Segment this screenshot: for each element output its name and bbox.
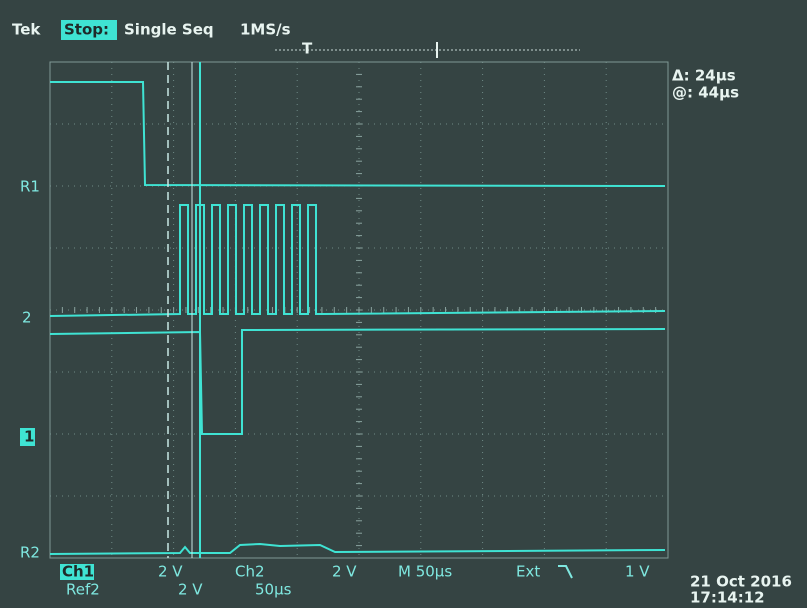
- footer-ref2: Ref2: [66, 581, 100, 599]
- footer-ch1-scale: 2 V: [158, 563, 183, 581]
- brand: Tek: [12, 21, 41, 39]
- footer-ch1: Ch1: [62, 563, 94, 581]
- trigger-marker: T: [302, 40, 313, 58]
- acquisition-mode: Single Seq: [124, 21, 214, 39]
- ch1-marker: 1: [24, 428, 34, 446]
- footer-trigger-level: 1 V: [625, 563, 650, 581]
- status: Stop:: [64, 21, 109, 39]
- footer-ref2-time: 50µs: [255, 581, 292, 599]
- scope-screen: Tek Stop: Single Seq 1MS/s T Δ: 24µs @: …: [0, 0, 807, 608]
- ref2-marker: R2: [20, 544, 40, 562]
- page: Tek Stop: Single Seq 1MS/s T Δ: 24µs @: …: [0, 0, 807, 608]
- footer-timebase: M 50µs: [398, 563, 452, 581]
- footer-ch2-scale: 2 V: [332, 563, 357, 581]
- time: 17:14:12: [690, 589, 765, 607]
- sample-rate: 1MS/s: [240, 21, 291, 39]
- cursor-delta: Δ: 24µs: [672, 67, 736, 85]
- footer-trigger-source: Ext: [516, 563, 540, 581]
- ch2-marker: 2: [22, 309, 32, 327]
- cursor-position: @: 44µs: [672, 84, 739, 102]
- footer-ref2-scale: 2 V: [178, 581, 203, 599]
- ref1-marker: R1: [20, 178, 40, 196]
- footer-ch2: Ch2: [235, 563, 265, 581]
